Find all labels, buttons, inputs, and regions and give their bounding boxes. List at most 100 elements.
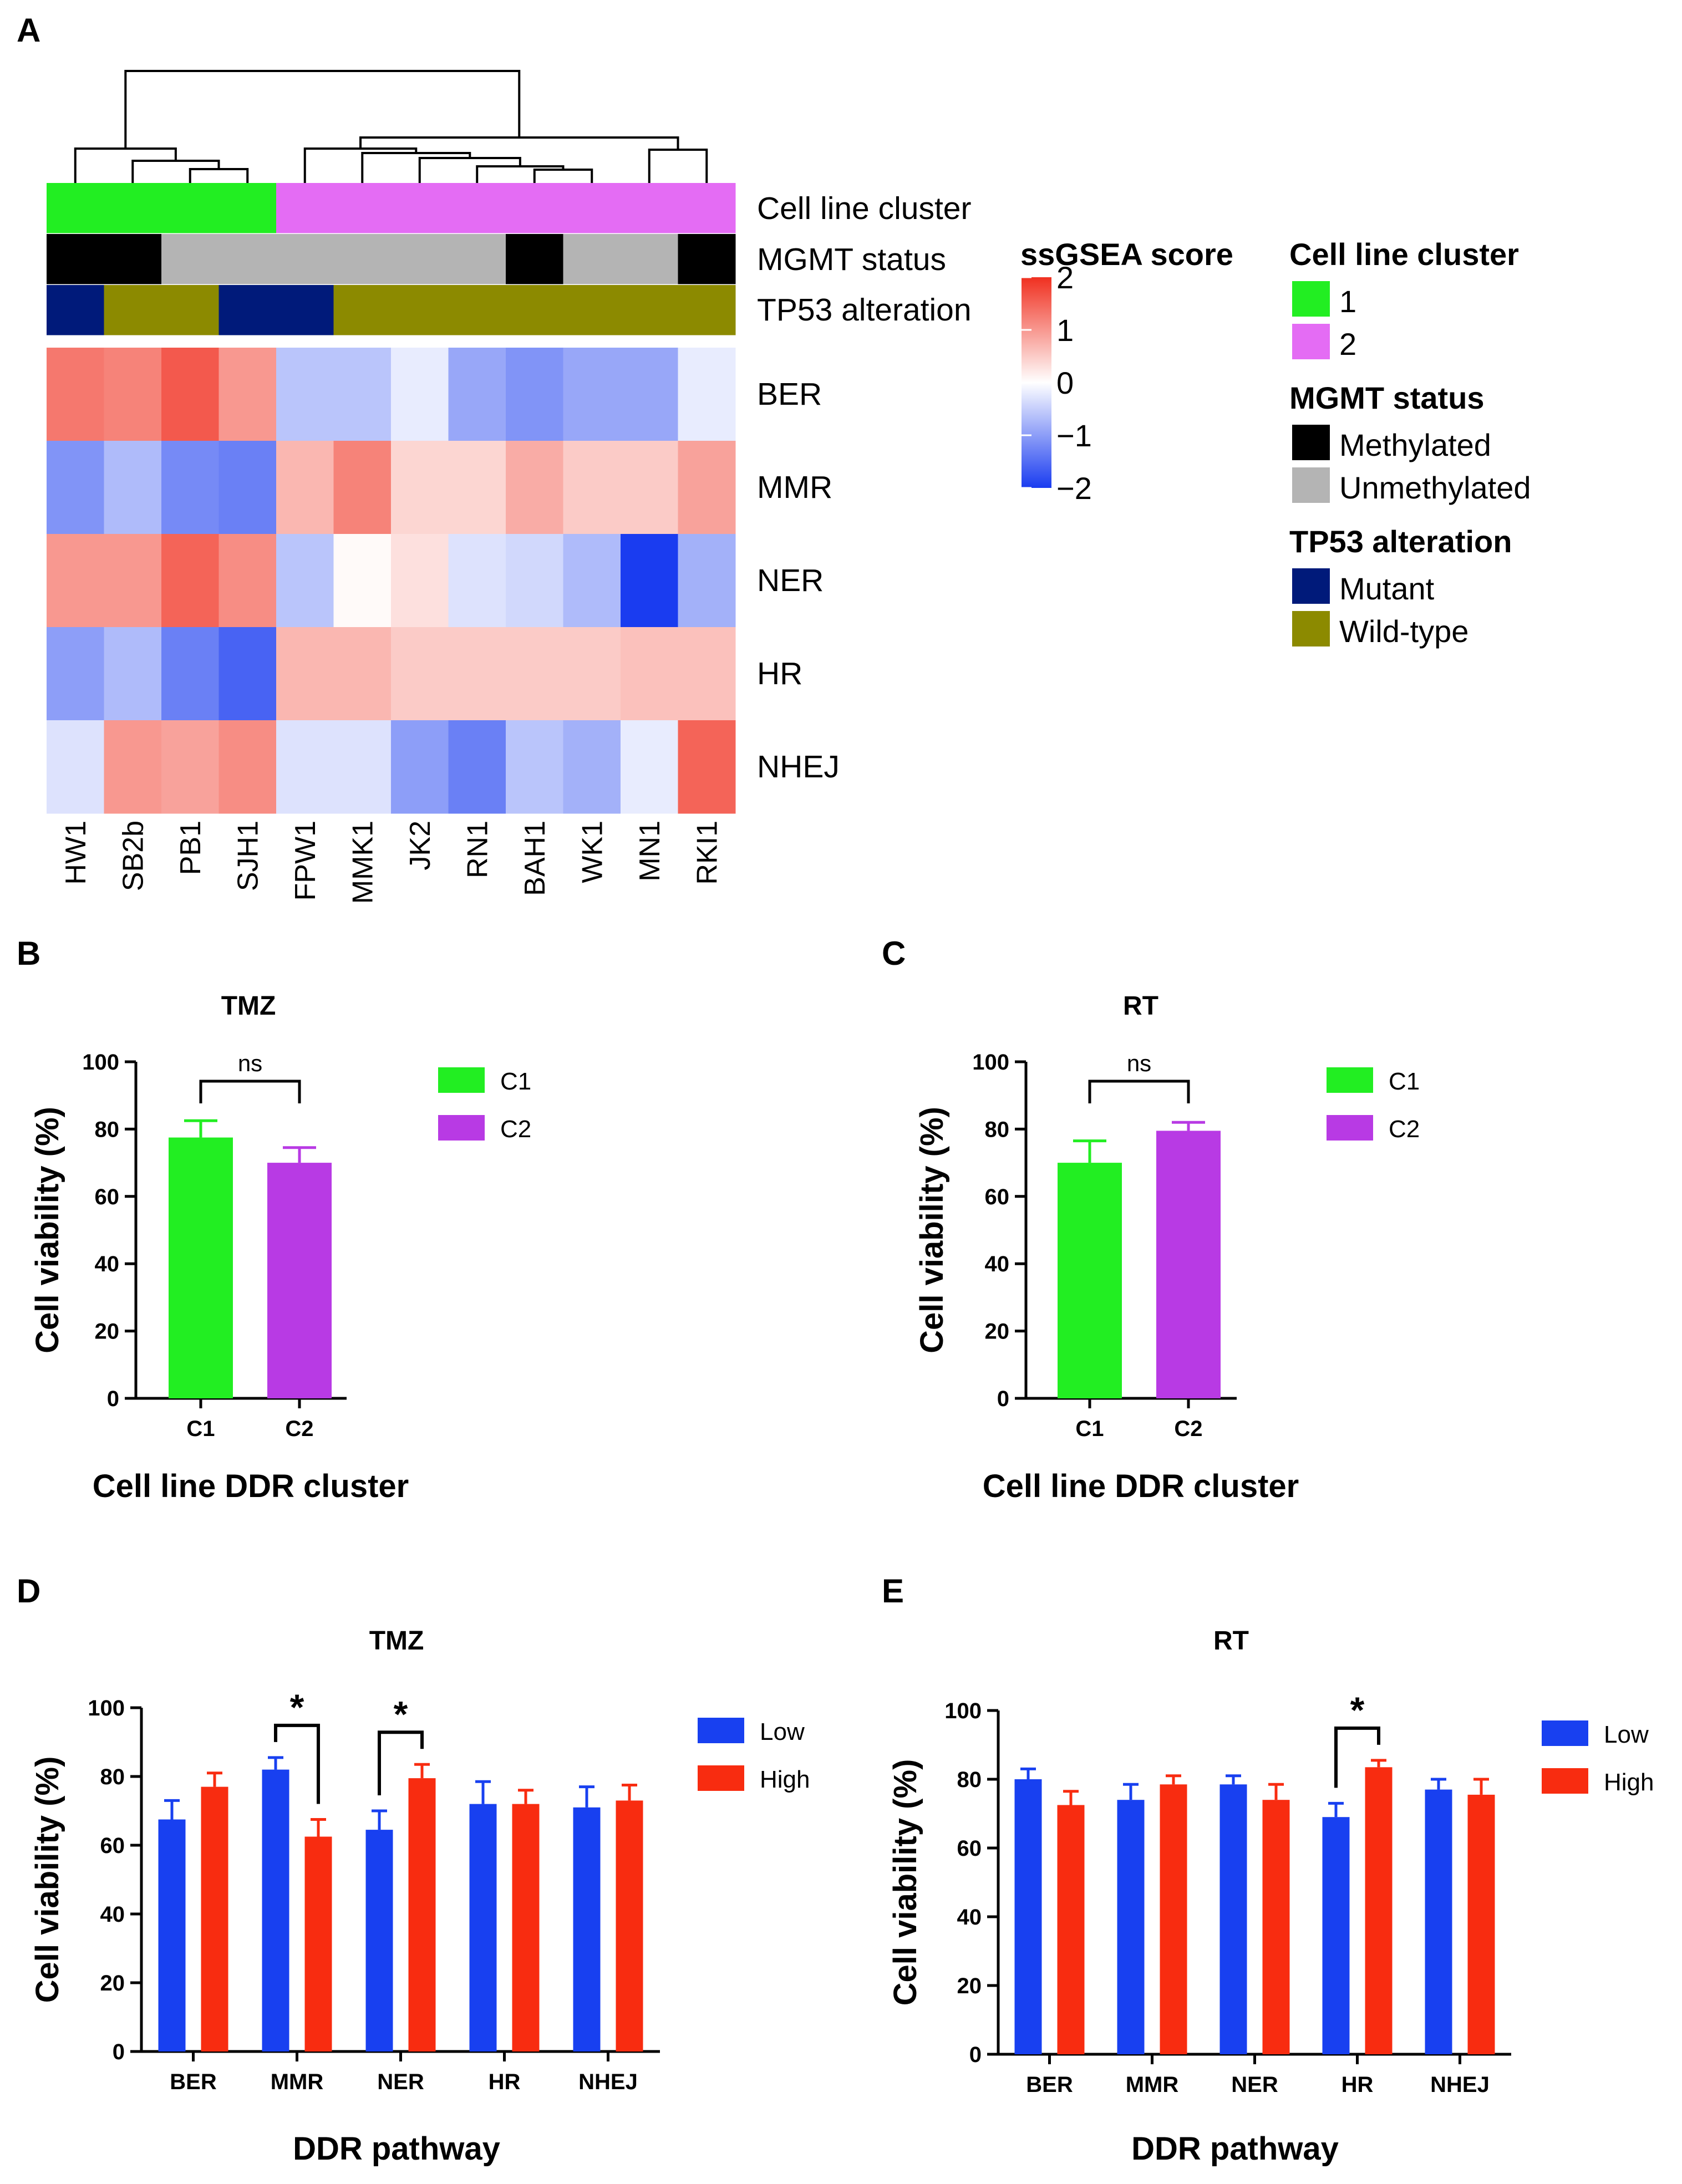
colorbar-tick-label: 2	[1056, 260, 1074, 295]
legend-swatch-mutant	[1292, 568, 1330, 604]
heatmap-cell	[47, 534, 104, 628]
heatmap-cell	[506, 348, 563, 441]
y-tick-label: 60	[100, 1834, 125, 1858]
heatmap-cell	[391, 534, 449, 628]
legend-label-mutant: Mutant	[1339, 571, 1435, 606]
heatmap-cell	[678, 441, 736, 534]
sample-label: WK1	[576, 821, 608, 883]
chart-panel-e: RT Cell viability (%) DDR pathway 0 20 40 60 80…	[887, 1626, 1654, 2167]
cluster-annotation-cell	[218, 183, 277, 233]
heatmap-cell	[161, 720, 219, 814]
heatmap-cells	[47, 348, 736, 814]
panel-letter-e: E	[882, 1572, 904, 1610]
significance-bracket	[1088, 1080, 1190, 1103]
tp53-annotation-cell	[333, 285, 392, 335]
sample-label: SJH1	[232, 821, 264, 891]
heatmap-cell	[47, 348, 104, 441]
heatmap-cell	[333, 627, 392, 721]
heatmap-cell	[621, 627, 678, 721]
heatmap-cell	[448, 534, 506, 628]
heatmap-cell	[506, 441, 563, 534]
legend-swatch-wildtype	[1292, 611, 1330, 646]
heatmap-cell	[333, 720, 392, 814]
sample-label: FPW1	[289, 821, 322, 900]
heatmap-cell	[47, 441, 104, 534]
bar-c1	[169, 1137, 233, 1398]
significance-star: *	[290, 1687, 304, 1728]
bar-low-mmr	[262, 1769, 289, 2051]
bar-high-mmr	[1160, 1784, 1187, 2054]
tp53-annotation-cell	[391, 285, 449, 335]
mgmt-annotation-cell	[161, 234, 219, 284]
tp53-annotation-cell	[448, 285, 506, 335]
panel-letter-b: B	[17, 935, 40, 972]
y-tick-label: 40	[985, 1252, 1010, 1276]
heatmap-cell	[276, 348, 334, 441]
panel-letter-c: C	[882, 935, 906, 972]
sample-label: MMK1	[347, 821, 379, 904]
y-tick-label: 40	[100, 1902, 125, 1927]
legend-label-low: Low	[760, 1718, 805, 1745]
bar-low-ber	[1014, 1779, 1042, 2054]
x-tick-label: MMR	[271, 2070, 324, 2094]
significance-bracket	[1334, 1726, 1380, 1788]
sample-label: MN1	[634, 821, 666, 882]
dendrogram-branch	[533, 169, 593, 183]
mgmt-annotation-cell	[218, 234, 277, 284]
legend-label-high: High	[1604, 1769, 1654, 1796]
heatmap-sample-labels: HW1 SB2b PB1 SJH1 FPW1 MMK1 JK2 RN1 BAH1 WK1 MN1 RK…	[60, 821, 724, 904]
x-tick-label: C2	[1174, 1417, 1202, 1441]
bar-c1	[1058, 1163, 1122, 1398]
heatmap-cell	[161, 534, 219, 628]
cluster-annotation-cell	[448, 183, 506, 233]
legend-label-cluster-2: 2	[1339, 327, 1356, 362]
bar-low-nhej	[573, 1807, 601, 2051]
y-tick-label: 60	[985, 1185, 1010, 1209]
tp53-annotation-cell	[678, 285, 736, 335]
heatmap-cell	[161, 627, 219, 721]
cluster-annotation-cell	[678, 183, 736, 233]
row-label-ber: BER	[757, 376, 822, 412]
y-tick-label: 0	[997, 1387, 1009, 1411]
legend-swatch-high	[1542, 1768, 1588, 1794]
x-axis-label: Cell line DDR cluster	[93, 1468, 409, 1504]
y-tick-label: 20	[957, 1974, 982, 1998]
heatmap-cell	[104, 627, 162, 721]
sample-label: JK2	[404, 821, 436, 870]
legend-swatch-c1	[438, 1067, 485, 1093]
dendrogram-branch	[131, 160, 220, 183]
tp53-annotation-cell	[161, 285, 219, 335]
mgmt-annotation-cell	[678, 234, 736, 284]
heatmap-cell	[678, 720, 736, 814]
mgmt-annotation-cell	[563, 234, 621, 284]
row-label-mmr: MMR	[757, 470, 832, 505]
y-tick-label: 80	[95, 1117, 120, 1142]
y-tick-label: 0	[107, 1387, 119, 1411]
heatmap-cell	[276, 534, 334, 628]
sample-label: SB2b	[117, 821, 149, 891]
bar-high-ner	[408, 1778, 436, 2051]
x-tick-label: BER	[170, 2070, 217, 2094]
colorbar-title: ssGSEA score	[1020, 237, 1233, 272]
chart-title: RT	[1213, 1626, 1249, 1656]
legend-swatch-low	[698, 1718, 744, 1743]
y-tick-label: 100	[82, 1050, 119, 1075]
dendrogram	[74, 70, 708, 183]
bar-low-ner	[365, 1830, 393, 2051]
bar-high-ber	[1057, 1805, 1085, 2054]
heatmap-cell	[563, 534, 621, 628]
colorbar: ssGSEA score 2 1 0 −1 −2	[1020, 237, 1233, 506]
row-label-hr: HR	[757, 656, 802, 691]
heatmap-cell	[678, 534, 736, 628]
bar-c2	[267, 1163, 332, 1398]
heatmap-cell	[448, 441, 506, 534]
legend-title-mgmt: MGMT status	[1289, 380, 1485, 415]
legend-label-unmethylated: Unmethylated	[1339, 470, 1531, 505]
dendrogram-branch	[648, 149, 708, 183]
x-tick-label: NHEJ	[1430, 2073, 1490, 2097]
annotation-label-cluster: Cell line cluster	[757, 191, 971, 226]
heatmap-cell	[678, 348, 736, 441]
y-tick-label: 60	[95, 1185, 120, 1209]
heatmap-cell	[161, 348, 219, 441]
